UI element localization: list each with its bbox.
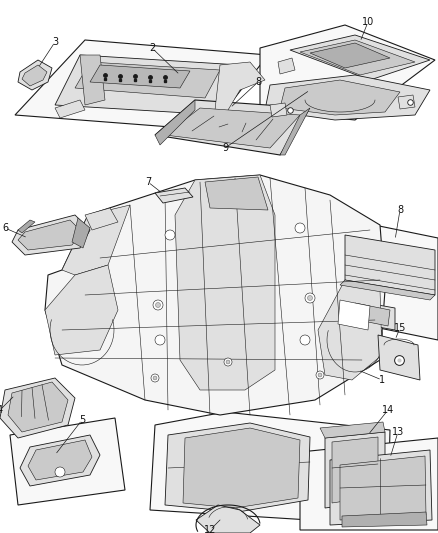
Text: 15: 15: [394, 323, 406, 333]
Circle shape: [153, 376, 157, 380]
Circle shape: [55, 467, 65, 477]
Polygon shape: [205, 177, 268, 210]
Circle shape: [300, 335, 310, 345]
Polygon shape: [75, 62, 220, 98]
Polygon shape: [340, 218, 438, 340]
Text: 13: 13: [392, 427, 404, 437]
Polygon shape: [165, 423, 310, 512]
Polygon shape: [150, 412, 390, 520]
Polygon shape: [183, 428, 300, 508]
Polygon shape: [398, 95, 415, 109]
Polygon shape: [265, 75, 430, 120]
Polygon shape: [72, 218, 90, 248]
Polygon shape: [55, 55, 240, 115]
Text: 1: 1: [379, 375, 385, 385]
Polygon shape: [62, 205, 130, 275]
Text: 5: 5: [79, 415, 85, 425]
Text: 8: 8: [255, 77, 261, 87]
Circle shape: [305, 293, 315, 303]
Polygon shape: [18, 220, 82, 250]
Polygon shape: [22, 65, 47, 86]
Polygon shape: [290, 35, 430, 80]
Polygon shape: [300, 438, 438, 530]
Polygon shape: [20, 435, 100, 486]
Polygon shape: [0, 378, 75, 438]
Text: 14: 14: [382, 405, 394, 415]
Polygon shape: [155, 188, 193, 203]
Circle shape: [318, 373, 322, 377]
Text: 4: 4: [0, 405, 3, 415]
Polygon shape: [55, 100, 85, 118]
Polygon shape: [280, 80, 400, 115]
Polygon shape: [280, 108, 310, 155]
Polygon shape: [196, 505, 260, 533]
Polygon shape: [12, 215, 90, 255]
Polygon shape: [85, 208, 118, 230]
Polygon shape: [45, 265, 118, 355]
Text: 3: 3: [52, 37, 58, 47]
Polygon shape: [260, 25, 435, 120]
Polygon shape: [330, 450, 432, 525]
Polygon shape: [318, 280, 382, 380]
Polygon shape: [353, 303, 390, 326]
Polygon shape: [18, 60, 52, 90]
Polygon shape: [378, 335, 420, 380]
Text: 6: 6: [2, 223, 8, 233]
Polygon shape: [28, 440, 92, 480]
Polygon shape: [175, 175, 275, 390]
Circle shape: [153, 300, 163, 310]
Polygon shape: [340, 280, 435, 300]
Polygon shape: [342, 512, 427, 527]
Text: 10: 10: [362, 17, 374, 27]
Circle shape: [155, 335, 165, 345]
Text: 7: 7: [145, 177, 151, 187]
Circle shape: [165, 230, 175, 240]
Polygon shape: [10, 418, 125, 505]
Circle shape: [151, 374, 159, 382]
Polygon shape: [18, 220, 35, 233]
Polygon shape: [155, 100, 195, 145]
Text: 2: 2: [149, 43, 155, 53]
Polygon shape: [45, 175, 385, 415]
Polygon shape: [270, 103, 287, 117]
Polygon shape: [345, 235, 435, 295]
Text: 8: 8: [397, 205, 403, 215]
Polygon shape: [80, 55, 105, 105]
Polygon shape: [350, 300, 395, 330]
Polygon shape: [332, 437, 378, 503]
Text: 12: 12: [204, 525, 216, 533]
Polygon shape: [338, 300, 370, 330]
Text: 9: 9: [222, 143, 228, 153]
Polygon shape: [310, 43, 390, 68]
Circle shape: [155, 303, 160, 308]
Polygon shape: [325, 432, 385, 508]
Polygon shape: [215, 62, 265, 115]
Polygon shape: [15, 40, 268, 130]
Polygon shape: [340, 456, 426, 520]
Circle shape: [295, 223, 305, 233]
Polygon shape: [8, 382, 68, 432]
Polygon shape: [300, 40, 415, 75]
Polygon shape: [155, 100, 310, 155]
Circle shape: [224, 358, 232, 366]
Polygon shape: [320, 422, 385, 438]
Circle shape: [226, 360, 230, 364]
Polygon shape: [165, 108, 300, 148]
Circle shape: [316, 371, 324, 379]
Circle shape: [307, 295, 312, 301]
Polygon shape: [278, 58, 295, 74]
Polygon shape: [90, 65, 190, 88]
